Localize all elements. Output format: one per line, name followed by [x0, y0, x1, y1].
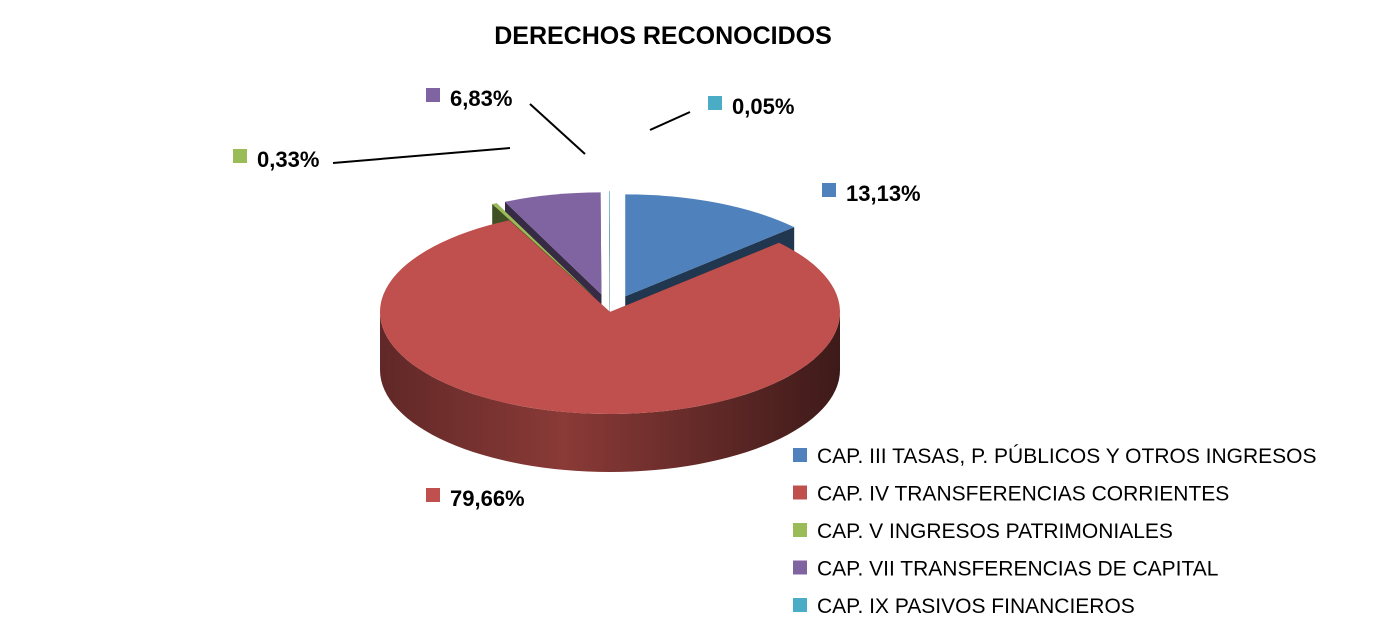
data-label-swatch — [708, 96, 722, 110]
data-label-3: 0,33% — [233, 147, 511, 172]
leader-line — [529, 103, 586, 155]
pie-slice-2 — [380, 220, 841, 472]
data-label-swatch — [822, 183, 836, 197]
pie-plot-area — [380, 191, 841, 472]
pie-slice-5 — [609, 191, 610, 352]
data-label-5: 0,05% — [649, 94, 794, 131]
data-label-text: 13,13% — [846, 181, 921, 206]
legend-label: CAP. V INGRESOS PATRIMONIALES — [817, 520, 1173, 543]
data-labels: 13,13% 79,66% 0,33% 6,83% 0,05% — [233, 86, 921, 511]
legend-item: CAP. V INGRESOS PATRIMONIALES — [793, 520, 1173, 543]
legend-swatch — [793, 523, 807, 537]
data-label-1: 13,13% — [822, 181, 921, 206]
legend-swatch — [793, 598, 807, 612]
data-label-swatch — [233, 149, 247, 163]
legend-label: CAP. IV TRANSFERENCIAS CORRIENTES — [817, 483, 1229, 506]
slice-5-wall-1 — [609, 191, 610, 352]
legend-item: CAP. III TASAS, P. PÚBLICOS Y OTROS INGR… — [793, 445, 1317, 468]
slice-2-outer-wall — [380, 312, 840, 472]
chart-title: DERECHOS RECONOCIDOS — [494, 22, 832, 50]
data-label-text: 79,66% — [450, 486, 525, 511]
data-label-swatch — [426, 88, 440, 102]
legend-label: CAP. III TASAS, P. PÚBLICOS Y OTROS INGR… — [817, 445, 1317, 468]
legend-swatch — [793, 560, 807, 575]
data-label-2: 79,66% — [426, 486, 525, 511]
data-label-text: 0,05% — [732, 94, 794, 119]
legend-item: CAP. VII TRANSFERENCIAS DE CAPITAL — [793, 558, 1218, 581]
legend-item: CAP. IV TRANSFERENCIAS CORRIENTES — [793, 483, 1229, 506]
data-label-text: 6,83% — [450, 86, 512, 111]
slice-3-top — [492, 203, 593, 296]
data-label-text: 0,33% — [257, 147, 319, 172]
data-label-swatch — [426, 488, 440, 502]
slice-4-top — [505, 192, 602, 295]
slice-1-top — [625, 194, 795, 297]
legend-item: CAP. IX PASIVOS FINANCIEROS — [793, 595, 1135, 618]
slice-2-top — [380, 220, 841, 414]
legend: CAP. III TASAS, P. PÚBLICOS Y OTROS INGR… — [793, 445, 1317, 618]
legend-label: CAP. VII TRANSFERENCIAS DE CAPITAL — [817, 558, 1218, 581]
leader-line — [332, 147, 511, 164]
leader-line — [649, 111, 691, 131]
legend-swatch — [793, 448, 807, 462]
legend-label: CAP. IX PASIVOS FINANCIEROS — [817, 595, 1135, 618]
data-label-4: 6,83% — [426, 86, 586, 155]
slice-5-top — [609, 191, 610, 294]
legend-swatch — [793, 485, 807, 500]
